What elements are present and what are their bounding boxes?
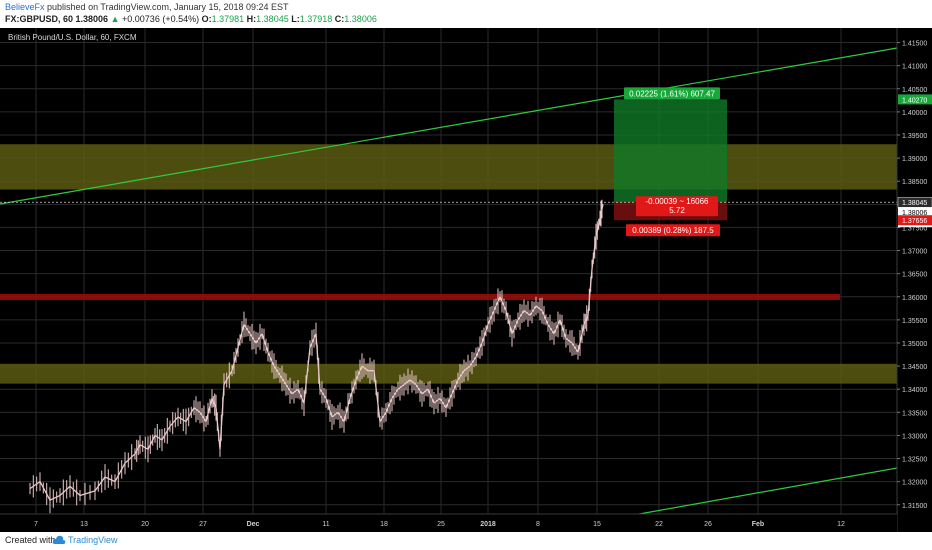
current-label-box xyxy=(636,196,718,217)
price-tick-label: 1.36000 xyxy=(902,295,927,302)
time-tick-label: 12 xyxy=(837,521,845,528)
open-label: O: xyxy=(201,14,212,24)
open-value: 1.37981 xyxy=(211,14,245,24)
price-tick-label: 1.35000 xyxy=(902,341,927,348)
price-tick-label: 1.37500 xyxy=(902,225,927,232)
up-arrow-icon: ▲ xyxy=(110,14,120,24)
chart-footer: Created with TradingView xyxy=(0,532,932,550)
last-price-tag xyxy=(898,207,932,218)
price-tick-label: 1.35500 xyxy=(902,318,927,325)
price-tick-label: 1.32000 xyxy=(902,480,927,487)
price-change: +0.00736 (+0.54%) xyxy=(122,14,200,24)
price-tick-label: 1.36500 xyxy=(902,272,927,279)
stop-price-text: 1.37656 xyxy=(902,218,927,225)
ohlc-line: FX:GBPUSD, 60 1.38006 ▲ +0.00736 (+0.54%… xyxy=(5,14,377,24)
support-zone xyxy=(0,363,897,384)
price-tick-label: 1.40500 xyxy=(902,87,927,94)
publish-line: BelieveFx published on TradingView.com, … xyxy=(5,2,289,12)
price-chart[interactable]: British Pound/U.S. Dollar, 60, FXCM 0.022… xyxy=(0,28,932,532)
time-tick-label: Dec xyxy=(247,521,260,528)
resistance-zone xyxy=(0,144,897,190)
time-tick-label: 13 xyxy=(80,521,88,528)
target-price-tag xyxy=(898,94,932,105)
price-tick-label: 1.38500 xyxy=(902,179,927,186)
price-series xyxy=(29,199,604,514)
high-label: H: xyxy=(246,14,257,24)
time-tick-label: 27 xyxy=(199,521,207,528)
time-tick-label: 26 xyxy=(704,521,712,528)
price-tick-label: 1.33000 xyxy=(902,433,927,440)
target-price-text: 1.40270 xyxy=(902,97,927,104)
price-tick-label: 1.31500 xyxy=(902,503,927,510)
upper-trend-line xyxy=(0,47,898,205)
time-tick-label: 7 xyxy=(34,521,38,528)
time-tick-label: 15 xyxy=(593,521,601,528)
price-tick-label: 1.41000 xyxy=(902,64,927,71)
price-tick-label: 1.39000 xyxy=(902,156,927,163)
time-axis xyxy=(0,514,897,532)
chart-title: British Pound/U.S. Dollar, 60, FXCM xyxy=(8,33,137,42)
price-tick-label: 1.41500 xyxy=(902,41,927,48)
lower-trend-line xyxy=(627,467,898,517)
close-value: 1.38006 xyxy=(344,14,377,24)
chart-canvas[interactable]: British Pound/U.S. Dollar, 60, FXCM 0.022… xyxy=(0,28,932,532)
red-level xyxy=(0,293,840,301)
high-price-text: 1.38045 xyxy=(902,200,927,207)
tradingview-cloud-icon xyxy=(52,535,66,544)
price-tick-label: 1.34000 xyxy=(902,387,927,394)
price-tick-label: 1.32500 xyxy=(902,457,927,464)
time-tick-label: 11 xyxy=(322,521,329,528)
time-tick-label: 25 xyxy=(437,521,445,528)
last-price: 1.38006 xyxy=(75,14,109,24)
current-label: -0.00039 ~ 16066 xyxy=(646,197,709,206)
target-label: 0.02225 (1.61%) 607.47 xyxy=(629,89,715,98)
chart-header: BelieveFx published on TradingView.com, … xyxy=(0,0,932,28)
high-value: 1.38045 xyxy=(256,14,289,24)
close-label: C: xyxy=(334,14,345,24)
price-tick-label: 1.34500 xyxy=(902,364,927,371)
price-tick-label: 1.33500 xyxy=(902,410,927,417)
price-tick-label: 1.39500 xyxy=(902,133,927,140)
time-tick-label: 2018 xyxy=(480,521,496,528)
low-label: L: xyxy=(291,14,300,24)
stop-label-box xyxy=(626,224,720,237)
price-path xyxy=(29,204,604,501)
created-with-text: Created with xyxy=(5,535,56,545)
target-label-box xyxy=(624,87,720,100)
author-link[interactable]: BelieveFx xyxy=(5,2,45,12)
last-price-text: 1.38006 xyxy=(902,210,927,217)
time-tick-label: 22 xyxy=(655,521,663,528)
target-area xyxy=(614,99,727,203)
low-value: 1.37918 xyxy=(299,14,333,24)
current-ratio: 5.72 xyxy=(669,206,685,215)
publish-info: published on TradingView.com, January 15… xyxy=(47,2,289,12)
time-tick-label: Feb xyxy=(752,521,764,528)
tradingview-brand[interactable]: TradingView xyxy=(68,535,118,545)
time-tick-label: 8 xyxy=(536,521,540,528)
time-tick-label: 18 xyxy=(380,521,388,528)
price-tick-label: 1.37000 xyxy=(902,249,927,256)
price-axis xyxy=(897,28,932,532)
stop-price-tag xyxy=(898,215,932,226)
symbol-label: FX:GBPUSD, 60 xyxy=(5,14,74,24)
stop-label: 0.00389 (0.28%) 187.5 xyxy=(632,226,714,235)
price-tick-label: 1.40000 xyxy=(902,110,927,117)
time-tick-label: 20 xyxy=(141,521,149,528)
